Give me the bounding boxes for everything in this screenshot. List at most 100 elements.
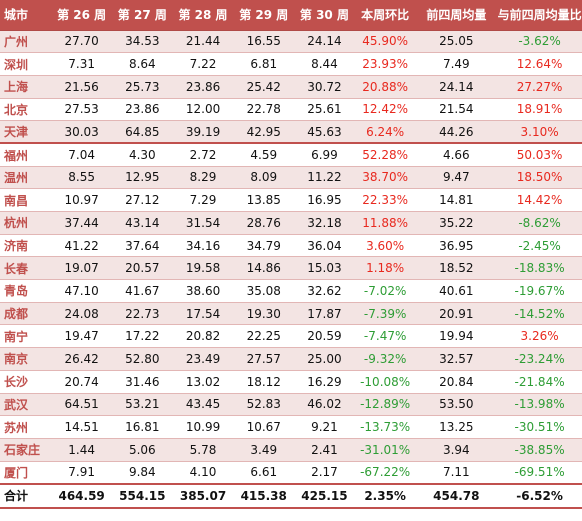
cell-week-27: 17.22 bbox=[111, 324, 173, 349]
cell-vs-four-week-avg: -38.85% bbox=[497, 438, 582, 462]
total-week-26: 464.59 bbox=[51, 482, 112, 509]
cell-week-28: 4.10 bbox=[172, 461, 234, 485]
cell-week-over-week: 12.42% bbox=[354, 98, 416, 122]
row-city: 厦门 bbox=[0, 461, 52, 485]
cell-week-29: 4.59 bbox=[233, 142, 295, 167]
weekly-volume-table: 城市 第 26 周 第 27 周 第 28 周 第 29 周 第 30 周 本周… bbox=[0, 0, 582, 509]
cell-week-26: 26.42 bbox=[51, 347, 112, 371]
cell-week-30: 11.22 bbox=[294, 166, 355, 190]
cell-week-30: 2.41 bbox=[294, 438, 355, 462]
cell-week-27: 20.57 bbox=[111, 256, 173, 281]
cell-week-29: 6.61 bbox=[233, 461, 295, 485]
cell-week-30: 45.63 bbox=[294, 120, 355, 144]
cell-week-30: 8.44 bbox=[294, 52, 355, 76]
row-city: 北京 bbox=[0, 98, 52, 122]
table-row: 济南 41.22 37.64 34.16 34.79 36.04 3.60% 36.95 -2.… bbox=[0, 234, 582, 258]
cell-week-28: 21.44 bbox=[172, 30, 234, 54]
table-row: 南京 26.42 52.80 23.49 27.57 25.00 -9.32% 32.57 -2… bbox=[0, 347, 582, 371]
cell-week-29: 22.25 bbox=[233, 324, 295, 349]
table-row: 长春 19.07 20.57 19.58 14.86 15.03 1.18% 18.52 -18… bbox=[0, 256, 582, 281]
cell-vs-four-week-avg: -8.62% bbox=[497, 211, 582, 235]
row-city: 南京 bbox=[0, 347, 52, 371]
table-row: 广州 27.70 34.53 21.44 16.55 24.14 45.90% 25.05 -3… bbox=[0, 30, 582, 54]
cell-week-28: 39.19 bbox=[172, 120, 234, 144]
cell-week-over-week: -10.08% bbox=[354, 370, 416, 394]
cell-week-30: 15.03 bbox=[294, 256, 355, 281]
table-row: 石家庄 1.44 5.06 5.78 3.49 2.41 -31.01% 3.94 -38.85… bbox=[0, 438, 582, 462]
cell-week-27: 31.46 bbox=[111, 370, 173, 394]
cell-week-28: 23.49 bbox=[172, 347, 234, 371]
header-week-28: 第 28 周 bbox=[172, 0, 234, 31]
cell-week-29: 16.55 bbox=[233, 30, 295, 54]
table-row: 武汉 64.51 53.21 43.45 52.83 46.02 -12.89% 53.50-… bbox=[0, 393, 582, 417]
table-row: 北京 27.53 23.86 12.00 22.78 25.61 12.42% 21.54 18… bbox=[0, 98, 582, 122]
cell-week-29: 27.57 bbox=[233, 347, 295, 371]
cell-week-30: 20.59 bbox=[294, 324, 355, 349]
cell-week-27: 5.06 bbox=[111, 438, 173, 462]
cell-four-week-avg: 20.91 bbox=[415, 302, 498, 326]
total-week-over-week: 2.35% bbox=[354, 482, 416, 509]
header-week-26: 第 26 周 bbox=[51, 0, 112, 31]
cell-week-over-week: 3.60% bbox=[354, 234, 416, 258]
cell-week-28: 5.78 bbox=[172, 438, 234, 462]
cell-week-27: 43.14 bbox=[111, 211, 173, 235]
total-week-30: 425.15 bbox=[294, 482, 355, 509]
cell-week-29: 52.83 bbox=[233, 393, 295, 417]
cell-week-over-week: 38.70% bbox=[354, 166, 416, 190]
table-row: 成都 24.08 22.73 17.54 19.30 17.87 -7.39% 20.91 -1… bbox=[0, 302, 582, 326]
cell-week-26: 47.10 bbox=[51, 279, 112, 303]
cell-week-30: 32.62 bbox=[294, 279, 355, 303]
cell-week-30: 24.14 bbox=[294, 30, 355, 54]
table-footer: 合计 464.59 554.15 385.07 415.38 425.15 2.… bbox=[0, 482, 582, 509]
total-label: 合计 bbox=[0, 482, 52, 509]
cell-vs-four-week-avg: 18.50% bbox=[497, 166, 582, 190]
table-row: 上海 21.56 25.73 23.86 25.42 30.72 20.88% 24.14 27… bbox=[0, 75, 582, 99]
row-city: 广州 bbox=[0, 30, 52, 54]
cell-week-29: 19.30 bbox=[233, 302, 295, 326]
cell-week-30: 32.18 bbox=[294, 211, 355, 235]
cell-week-over-week: -9.32% bbox=[354, 347, 416, 371]
table-row: 苏州 14.51 16.81 10.99 10.67 9.21 -13.73% 13.25 -3… bbox=[0, 415, 582, 439]
table-header: 城市 第 26 周 第 27 周 第 28 周 第 29 周 第 30 周 本周… bbox=[0, 0, 582, 31]
header-city: 城市 bbox=[0, 0, 52, 31]
row-city: 成都 bbox=[0, 302, 52, 326]
cell-week-29: 25.42 bbox=[233, 75, 295, 99]
cell-four-week-avg: 4.66 bbox=[415, 142, 498, 167]
cell-week-26: 30.03 bbox=[51, 120, 112, 144]
cell-week-over-week: -7.39% bbox=[354, 302, 416, 326]
cell-week-29: 22.78 bbox=[233, 98, 295, 122]
cell-four-week-avg: 21.54 bbox=[415, 98, 498, 122]
total-four-week-avg: 454.78 bbox=[415, 482, 498, 509]
header-week-30: 第 30 周 bbox=[294, 0, 355, 31]
cell-week-30: 16.95 bbox=[294, 188, 355, 212]
cell-week-29: 3.49 bbox=[233, 438, 295, 462]
cell-vs-four-week-avg: 18.91% bbox=[497, 98, 582, 122]
row-city: 上海 bbox=[0, 75, 52, 99]
cell-week-29: 28.76 bbox=[233, 211, 295, 235]
row-city: 苏州 bbox=[0, 415, 52, 439]
cell-week-26: 64.51 bbox=[51, 393, 112, 417]
cell-week-over-week: 11.88% bbox=[354, 211, 416, 235]
cell-week-28: 43.45 bbox=[172, 393, 234, 417]
cell-week-over-week: 45.90% bbox=[354, 30, 416, 54]
cell-week-29: 8.09 bbox=[233, 166, 295, 190]
row-city: 南昌 bbox=[0, 188, 52, 212]
cell-week-27: 16.81 bbox=[111, 415, 173, 439]
cell-vs-four-week-avg: 12.64% bbox=[497, 52, 582, 76]
cell-week-30: 46.02 bbox=[294, 393, 355, 417]
row-city: 青岛 bbox=[0, 279, 52, 303]
cell-week-29: 18.12 bbox=[233, 370, 295, 394]
cell-week-27: 4.30 bbox=[111, 142, 173, 167]
cell-week-30: 16.29 bbox=[294, 370, 355, 394]
cell-week-30: 6.99 bbox=[294, 142, 355, 167]
cell-four-week-avg: 25.05 bbox=[415, 30, 498, 54]
cell-week-29: 14.86 bbox=[233, 256, 295, 281]
cell-vs-four-week-avg: 50.03% bbox=[497, 142, 582, 167]
cell-vs-four-week-avg: -21.84% bbox=[497, 370, 582, 394]
row-city: 南宁 bbox=[0, 324, 52, 349]
row-city: 天津 bbox=[0, 120, 52, 144]
cell-week-27: 64.85 bbox=[111, 120, 173, 144]
table-row: 温州 8.55 12.95 8.29 8.09 11.22 38.70% 9.47 18.50% bbox=[0, 166, 582, 190]
header-week-27: 第 27 周 bbox=[111, 0, 173, 31]
cell-week-over-week: 23.93% bbox=[354, 52, 416, 76]
